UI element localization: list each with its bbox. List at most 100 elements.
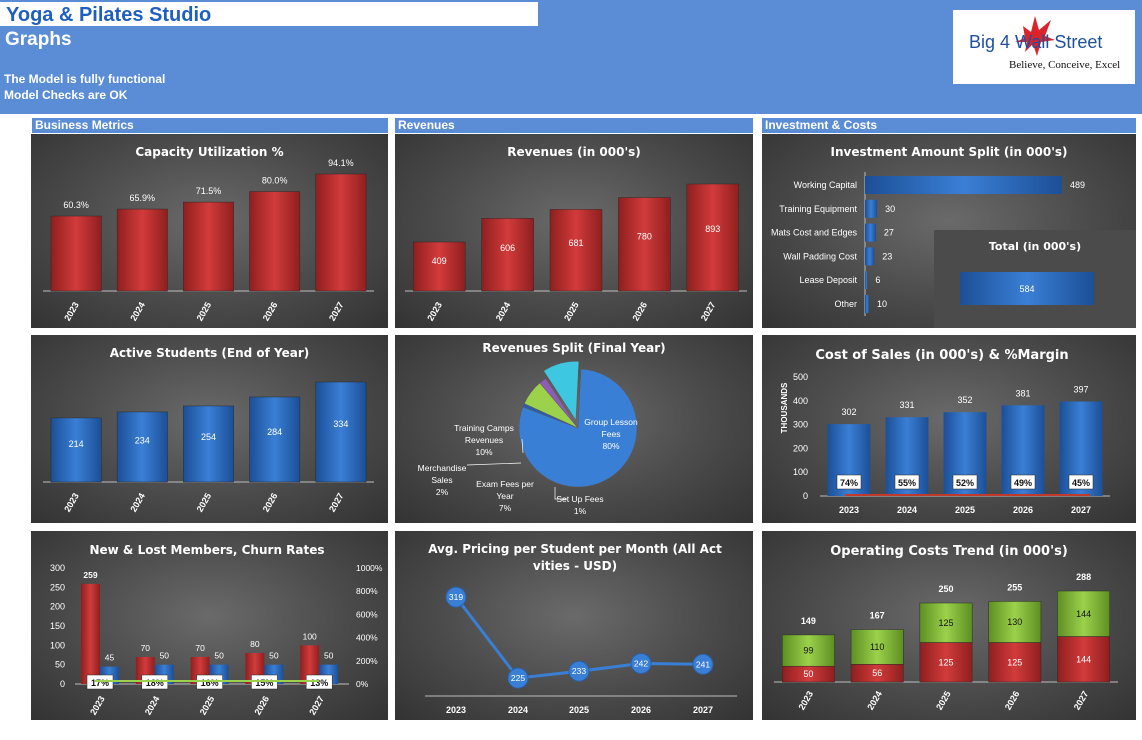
tick-label: 2023 bbox=[88, 694, 107, 716]
data-label: 125 bbox=[938, 618, 953, 628]
churn-label: 15% bbox=[255, 678, 273, 688]
margin-label-box bbox=[1068, 474, 1094, 490]
slice-label: Merchandise bbox=[418, 463, 467, 473]
data-label: 397 bbox=[1073, 385, 1088, 395]
eagle-icon bbox=[1015, 16, 1055, 56]
slice-label: 10% bbox=[475, 447, 492, 457]
slice-label: Year bbox=[496, 491, 513, 501]
leader-line bbox=[466, 462, 522, 466]
data-label: 780 bbox=[637, 232, 652, 242]
data-label: 893 bbox=[705, 224, 720, 234]
bar bbox=[300, 645, 320, 684]
tick-label: 2024 bbox=[128, 491, 147, 513]
tick-label: 300 bbox=[50, 563, 65, 573]
tick-label: 2025 bbox=[195, 491, 214, 513]
bar bbox=[315, 381, 367, 483]
total-label: 250 bbox=[938, 584, 953, 594]
data-label: 80 bbox=[250, 639, 260, 649]
data-label: 125 bbox=[938, 657, 953, 667]
tick-label: 2025 bbox=[955, 505, 975, 515]
bar bbox=[50, 215, 102, 292]
total-label: 255 bbox=[1007, 582, 1022, 592]
data-label: 45 bbox=[105, 653, 115, 663]
tick-label: 2024 bbox=[508, 705, 528, 715]
tick-label: 200% bbox=[356, 656, 378, 666]
bar bbox=[50, 417, 102, 483]
data-label: 302 bbox=[841, 407, 856, 417]
bar-segment bbox=[782, 634, 835, 667]
data-point bbox=[507, 667, 529, 689]
margin-label-box bbox=[1010, 474, 1036, 490]
bar bbox=[249, 396, 301, 483]
pie-slice bbox=[543, 361, 580, 422]
data-label: 606 bbox=[500, 243, 515, 253]
opcosts-svg: Operating Costs Trend (in 000's) 50 99 149 2… bbox=[774, 544, 1118, 712]
chart-title: Revenues (in 000's) bbox=[507, 145, 641, 159]
chart-title-cont: vities - USD) bbox=[533, 559, 617, 573]
tick-label: 2023 bbox=[62, 491, 81, 513]
section-investment-costs: Investment & Costs bbox=[762, 118, 1136, 133]
bar bbox=[249, 191, 301, 292]
bar bbox=[549, 209, 603, 292]
total-label: 167 bbox=[870, 611, 885, 621]
title-box: Yoga & Pilates Studio bbox=[0, 2, 538, 26]
cost-of-sales-chart: Cost of Sales (in 000's) & %Margin 0 100 20… bbox=[762, 335, 1136, 523]
section-revenues: Revenues bbox=[395, 118, 753, 133]
bar bbox=[865, 271, 868, 290]
tick-label: 600% bbox=[356, 609, 378, 619]
tick-label: 200 bbox=[793, 443, 808, 453]
tick-label: 2026 bbox=[1003, 689, 1022, 711]
tick-label: 2027 bbox=[1072, 689, 1091, 711]
tick-label: Mats Cost and Edges bbox=[771, 228, 858, 238]
tick-label: 0% bbox=[356, 679, 369, 689]
margin-label: 49% bbox=[1014, 478, 1032, 488]
bar bbox=[183, 201, 234, 292]
data-label: 50 bbox=[803, 669, 813, 679]
data-label: 284 bbox=[267, 427, 282, 437]
data-label: 331 bbox=[899, 400, 914, 410]
tick-label: Lease Deposit bbox=[799, 275, 857, 285]
tick-label: 200 bbox=[50, 602, 65, 612]
data-label: 80.0% bbox=[262, 176, 288, 186]
tick-label: 2026 bbox=[630, 300, 649, 322]
data-label: 334 bbox=[333, 419, 348, 429]
bar bbox=[315, 173, 367, 292]
investment-svg: Investment Amount Split (in 000's) Workin… bbox=[771, 145, 1136, 328]
tick-label: 2025 bbox=[195, 300, 214, 322]
margin-label-box bbox=[836, 474, 862, 490]
tick-label: 2026 bbox=[261, 300, 280, 322]
logo-name: Big 4 Wall Street bbox=[969, 32, 1103, 52]
data-label: 241 bbox=[696, 659, 710, 669]
chart-title: Active Students (End of Year) bbox=[110, 346, 310, 360]
capacity-utilization-chart: Capacity Utilization % 60.3% 2023 65.9% 2024… bbox=[31, 134, 388, 328]
data-label: 352 bbox=[957, 395, 972, 405]
chart-title: Revenues Split (Final Year) bbox=[482, 341, 665, 355]
data-label: 110 bbox=[870, 642, 884, 652]
bar bbox=[116, 411, 168, 483]
data-label: 489 bbox=[1070, 180, 1085, 190]
slice-label: Sales bbox=[431, 475, 452, 485]
tick-label: 2024 bbox=[494, 300, 513, 322]
slice-label: Revenues bbox=[465, 435, 503, 445]
revenues-svg: Revenues (in 000's) 409 2023 606 2024 681 2025… bbox=[405, 145, 747, 323]
model-checks-status: Model Checks are OK bbox=[4, 88, 128, 102]
data-label: 23 bbox=[882, 251, 892, 261]
tick-label: 100 bbox=[793, 467, 808, 477]
tick-label: 0 bbox=[60, 679, 65, 689]
bar bbox=[686, 183, 740, 292]
pricing-svg: Avg. Pricing per Student per Month (All … bbox=[425, 542, 737, 715]
tick-label: 2023 bbox=[446, 705, 466, 715]
app-title: Yoga & Pilates Studio bbox=[6, 4, 212, 26]
data-label: 70 bbox=[141, 643, 151, 653]
data-label: 259 bbox=[83, 570, 97, 580]
data-point bbox=[568, 660, 590, 682]
data-label: 10 bbox=[877, 299, 887, 309]
bar bbox=[865, 295, 870, 313]
capacity-svg: Capacity Utilization % 60.3% 2023 65.9% 2024… bbox=[43, 145, 374, 323]
tick-label: 2024 bbox=[897, 505, 917, 515]
data-point bbox=[445, 586, 467, 608]
section-business-metrics: Business Metrics bbox=[32, 118, 388, 133]
chart-title: Cost of Sales (in 000's) & %Margin bbox=[815, 348, 1068, 363]
tick-label: 0 bbox=[803, 491, 808, 501]
tick-label: 2023 bbox=[62, 300, 81, 322]
